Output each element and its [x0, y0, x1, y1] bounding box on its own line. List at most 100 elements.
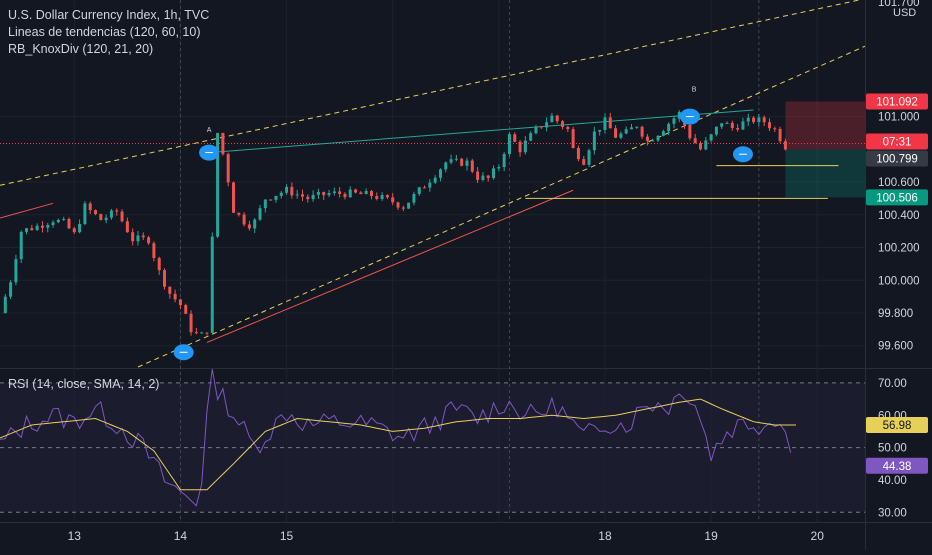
candle-body [630, 127, 634, 130]
candle-body [730, 122, 734, 129]
rsi-title[interactable]: RSI (14, close, SMA, 14, 2) [8, 377, 160, 391]
price-badge-stop-loss [866, 93, 928, 110]
candle-body [83, 203, 87, 224]
candle-body [9, 282, 13, 297]
candle-body [72, 228, 76, 233]
candle-body [3, 296, 7, 313]
candle-body [306, 196, 310, 200]
candle-body [513, 134, 517, 142]
candle-body [274, 195, 278, 200]
candle-body [502, 154, 506, 168]
candle-body [603, 117, 607, 130]
time-tick-label: 20 [811, 529, 825, 543]
candle-body [736, 128, 740, 130]
candle-body [141, 235, 145, 238]
time-tick-label: 14 [174, 529, 188, 543]
candle-body [242, 214, 246, 225]
candle-body [67, 218, 71, 229]
price-tick-label: 101.700 [878, 0, 920, 9]
price-badge-last-close [866, 133, 928, 150]
candle-body [94, 210, 98, 215]
price-tick-label: 100.200 [878, 243, 920, 255]
candle-body [677, 111, 681, 119]
candle-body [693, 138, 697, 144]
candle-body [316, 191, 320, 195]
candle-body [481, 175, 485, 180]
candle-body [428, 182, 432, 188]
candle-body [396, 202, 400, 208]
candle-body [19, 231, 23, 260]
indicator-trendlines-label[interactable]: Lineas de tendencias (120, 60, 10) [8, 25, 201, 39]
candle-body [216, 132, 220, 237]
candle-body [714, 126, 718, 135]
candle-body [757, 117, 761, 123]
candle-body [523, 140, 527, 153]
candle-body [492, 168, 496, 179]
candle-body [614, 128, 618, 138]
candle-body [375, 196, 379, 199]
candle-body [178, 299, 182, 306]
trendlines [0, 0, 866, 368]
candle-body [566, 126, 570, 130]
price-badge-text-take-profit: 100.506 [876, 192, 918, 204]
indicator-knoxdiv-label[interactable]: RB_KnoxDiv (120, 21, 20) [8, 42, 154, 56]
candle-body [184, 305, 188, 314]
candle-body [401, 207, 405, 209]
candle-body [62, 218, 66, 220]
candle-body [688, 125, 692, 139]
candle-body [423, 187, 427, 189]
candle-body [99, 214, 103, 221]
candle-body [704, 140, 708, 150]
rsi-line [0, 369, 792, 507]
candle-body [550, 115, 554, 123]
candle-body [539, 126, 543, 128]
price-badge-text-current: 100.799 [876, 153, 918, 165]
rsi-tick-label: 50.00 [878, 443, 907, 455]
candle-body [311, 194, 315, 200]
price-badge-text-last-close: 07:31 [883, 136, 912, 148]
rsi-pane [0, 369, 865, 513]
stop-loss-zone [785, 101, 865, 150]
candle-body [476, 171, 480, 180]
trendline-divergence-red [0, 202, 54, 219]
time-tick-label: 15 [280, 529, 294, 543]
axes: 99.600 99.800 100.000 100.200 100.400 100.600… [68, 0, 920, 543]
candle-body [449, 159, 453, 163]
candle-body [656, 135, 660, 141]
trendline-divergence-green [209, 109, 754, 154]
candle-body [258, 208, 262, 220]
candle-body [752, 117, 756, 123]
candle-body [571, 129, 575, 148]
candle-body [369, 190, 373, 197]
candle-body [354, 189, 358, 193]
candle-body [322, 191, 326, 196]
candle-body [433, 177, 437, 183]
candle-body [163, 270, 167, 287]
candle-body [14, 259, 18, 283]
candle-body [279, 192, 283, 196]
candle-body [725, 122, 729, 124]
candle-body [651, 140, 655, 142]
candle-body [56, 219, 60, 223]
candle-body [545, 122, 549, 128]
candle-body [221, 132, 225, 155]
candle-body [147, 237, 151, 244]
candle-body [46, 224, 50, 228]
candlesticks [3, 110, 787, 336]
candle-body [290, 186, 294, 196]
candle-body [152, 243, 156, 259]
candle-body [168, 286, 172, 294]
candle-body [582, 159, 586, 165]
trendline-dashed-upper [0, 0, 862, 186]
candle-body [263, 199, 267, 209]
pivot-markers: AB [173, 86, 753, 361]
candle-body [210, 236, 214, 333]
candle-body [226, 154, 230, 183]
candle-body [460, 158, 464, 166]
candle-body [131, 232, 135, 242]
candle-body [348, 189, 352, 198]
candle-body [51, 222, 55, 225]
